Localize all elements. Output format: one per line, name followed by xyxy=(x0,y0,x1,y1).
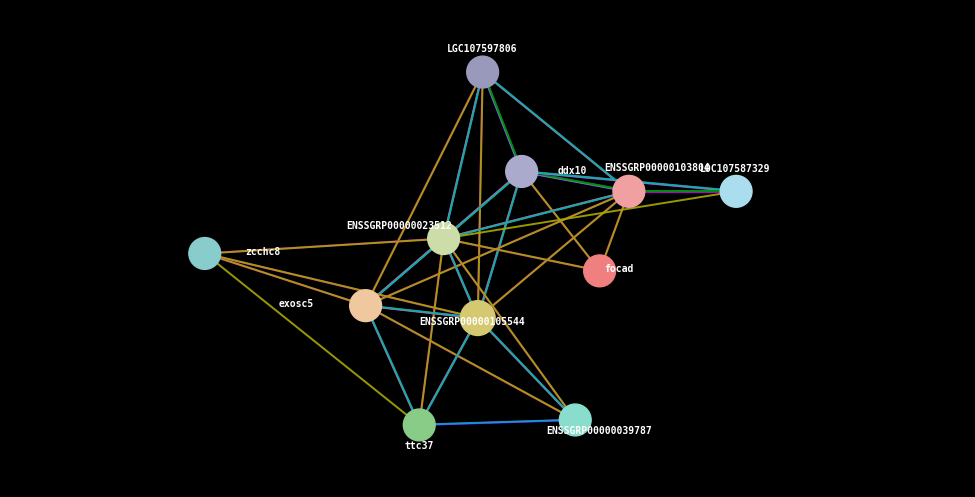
Ellipse shape xyxy=(506,156,537,187)
Ellipse shape xyxy=(460,301,495,335)
Text: LGC107597806: LGC107597806 xyxy=(448,44,518,54)
Ellipse shape xyxy=(613,175,644,207)
Text: ddx10: ddx10 xyxy=(558,166,587,176)
Text: ENSSGRP00000039787: ENSSGRP00000039787 xyxy=(546,426,651,436)
Text: LOC107587329: LOC107587329 xyxy=(700,164,770,174)
Ellipse shape xyxy=(350,290,381,322)
Text: ENSSGRP00000103804: ENSSGRP00000103804 xyxy=(604,163,710,173)
Text: ttc37: ttc37 xyxy=(405,441,434,451)
Text: zcchc8: zcchc8 xyxy=(246,248,281,257)
Ellipse shape xyxy=(467,56,498,88)
Ellipse shape xyxy=(428,223,459,254)
Ellipse shape xyxy=(560,404,591,436)
Ellipse shape xyxy=(584,255,615,287)
Ellipse shape xyxy=(404,409,435,441)
Ellipse shape xyxy=(189,238,220,269)
Text: exosc5: exosc5 xyxy=(279,299,314,309)
Text: ENSSGRP00000105544: ENSSGRP00000105544 xyxy=(419,317,525,327)
Text: ENSSGRP00000023512: ENSSGRP00000023512 xyxy=(346,221,451,231)
Text: focad: focad xyxy=(604,264,634,274)
Ellipse shape xyxy=(721,175,752,207)
